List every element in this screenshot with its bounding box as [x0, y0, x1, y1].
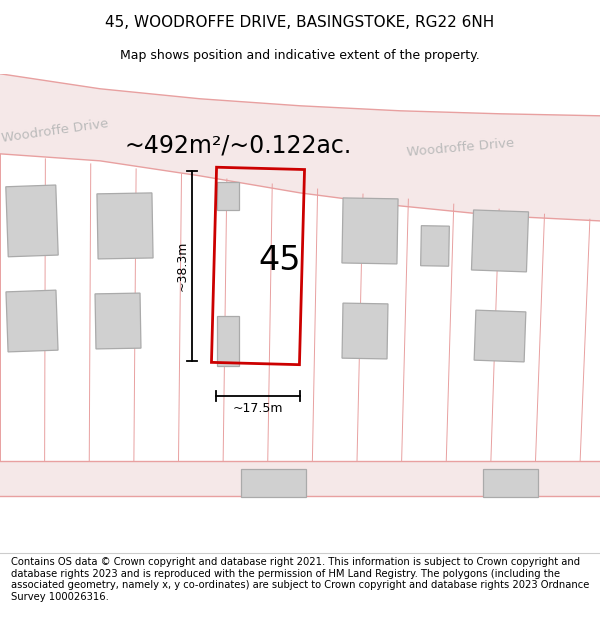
Polygon shape — [0, 74, 600, 221]
Text: Woodroffe Drive: Woodroffe Drive — [406, 137, 514, 159]
Text: ~492m²/~0.122ac.: ~492m²/~0.122ac. — [124, 134, 352, 158]
Polygon shape — [97, 193, 153, 259]
Text: Contains OS data © Crown copyright and database right 2021. This information is : Contains OS data © Crown copyright and d… — [11, 557, 589, 602]
Text: ~17.5m: ~17.5m — [233, 402, 283, 415]
Text: Woodroffe Drive: Woodroffe Drive — [1, 117, 109, 145]
Polygon shape — [472, 210, 529, 272]
Text: 45: 45 — [259, 244, 301, 278]
Polygon shape — [342, 198, 398, 264]
Polygon shape — [95, 293, 141, 349]
Polygon shape — [474, 310, 526, 362]
Polygon shape — [217, 316, 239, 366]
Polygon shape — [482, 469, 538, 498]
Text: 45, WOODROFFE DRIVE, BASINGSTOKE, RG22 6NH: 45, WOODROFFE DRIVE, BASINGSTOKE, RG22 6… — [106, 14, 494, 29]
Polygon shape — [421, 226, 449, 266]
Polygon shape — [6, 290, 58, 352]
Polygon shape — [217, 182, 239, 210]
Polygon shape — [241, 469, 305, 498]
Polygon shape — [342, 303, 388, 359]
Text: Map shows position and indicative extent of the property.: Map shows position and indicative extent… — [120, 49, 480, 62]
Polygon shape — [6, 185, 58, 257]
Text: ~38.3m: ~38.3m — [176, 241, 188, 291]
